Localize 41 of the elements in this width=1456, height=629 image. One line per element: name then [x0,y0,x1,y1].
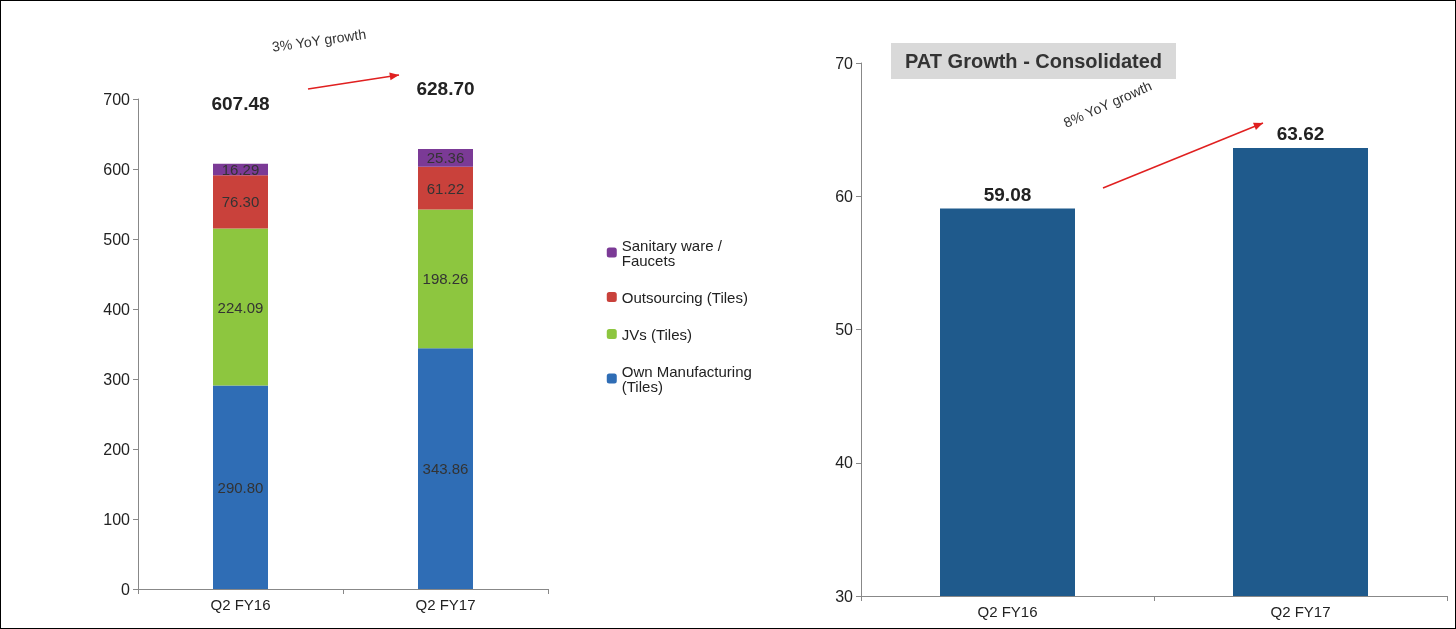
data-label: 224.09 [217,298,264,316]
y-tick-label: 400 [103,300,131,318]
legend-label: Outsourcing (Tiles) [621,288,748,306]
text: 3% YoY growth [271,25,368,55]
y-tick-label: 700 [103,90,131,108]
total-label: 607.48 [211,93,270,115]
legend-label: Own Manufacturing (Tiles) [621,362,756,395]
y-tick-label: 500 [103,230,131,248]
bar [418,348,473,589]
legend-label: Sanitary ware / Faucets [621,236,726,269]
bar [213,175,268,229]
data-label: 25.36 [426,149,465,167]
legend-label: JVs (Tiles) [621,325,693,343]
data-label: 290.80 [217,478,264,496]
x-tick-label: Q2 FY17 [415,596,476,613]
data-label: 76.30 [221,193,260,211]
y-tick-label: 600 [103,160,131,178]
data-label: 16.29 [221,160,260,178]
total-label: 628.70 [416,78,475,100]
x-tick-label: Q2 FY16 [977,603,1038,620]
y-tick-label: 70 [835,54,854,72]
y-tick-label: 100 [103,510,131,528]
y-tick-label: 40 [835,454,854,472]
x-tick-label: Q2 FY16 [210,596,271,613]
data-label: 63.62 [1276,123,1325,145]
bar [213,228,268,386]
data-label: 198.26 [422,270,469,288]
bar [418,166,473,210]
chart-title: PAT Growth - Consolidated [905,50,1163,72]
y-tick-label: 30 [835,587,854,605]
data-label: 343.86 [422,460,469,478]
y-tick-label: 200 [103,440,131,458]
y-tick-label: 50 [835,321,854,338]
y-tick-label: 300 [103,370,131,388]
y-tick-label: 0 [121,580,131,598]
data-label: 61.22 [426,179,465,197]
y-tick-label: 60 [835,187,854,205]
x-tick-label: Q2 FY17 [1270,603,1331,620]
bar [418,209,473,349]
data-label: 59.08 [983,183,1032,205]
bar [213,385,268,589]
